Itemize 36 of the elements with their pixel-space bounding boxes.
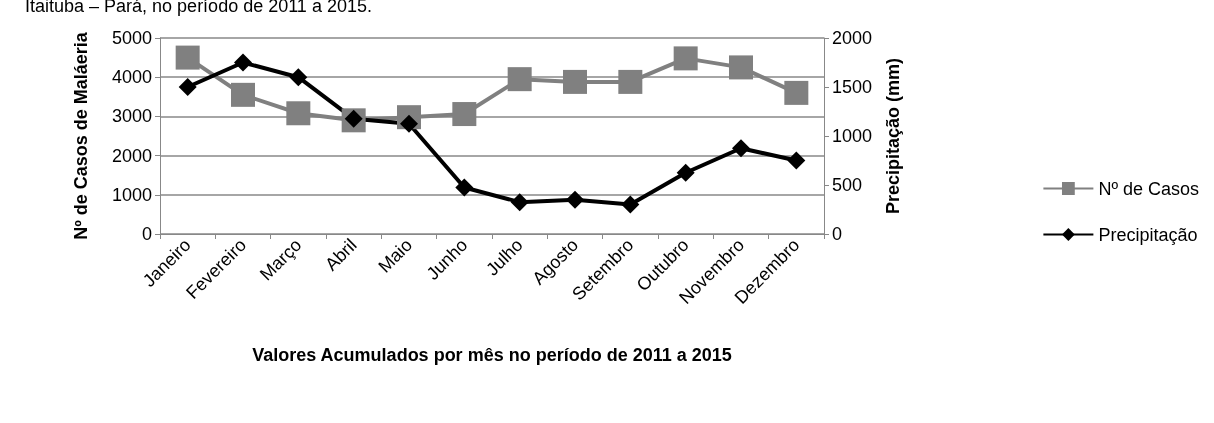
point — [455, 178, 474, 197]
legend-label: Precipitação — [1098, 224, 1198, 245]
point — [732, 139, 750, 158]
point — [452, 102, 477, 127]
y-tick-label: 0 — [141, 224, 152, 244]
point — [566, 190, 584, 209]
y2-tick-label: 500 — [832, 175, 863, 195]
y2-tick-label: 1500 — [832, 77, 873, 97]
point — [178, 78, 197, 96]
point — [175, 45, 200, 70]
point — [618, 69, 643, 94]
point — [621, 195, 640, 214]
y2-tick-label: 2000 — [832, 28, 873, 48]
point — [563, 69, 587, 94]
point — [729, 55, 753, 80]
y-tick-label: 2000 — [111, 145, 152, 166]
point — [507, 67, 532, 92]
point — [784, 80, 809, 105]
legend-label: Nº de Casos — [1098, 178, 1200, 199]
y2-tick-label: 0 — [832, 224, 843, 244]
y-axis-title: Nº de Casos de Maláeria — [71, 31, 91, 240]
point — [676, 163, 695, 182]
x-axis-title: Valores Acumulados por mês no período de 2011 a 2015 — [252, 345, 732, 365]
y-tick-label: 1000 — [111, 184, 152, 205]
point — [510, 193, 529, 212]
y-tick-label: 3000 — [111, 106, 152, 127]
point — [289, 68, 308, 87]
point — [787, 151, 806, 170]
point — [286, 101, 311, 126]
y2-tick-label: 1000 — [832, 126, 873, 146]
y-tick-label: 5000 — [111, 28, 152, 48]
point — [673, 46, 698, 71]
y2-axis-title: Precipitação (mm) — [883, 57, 903, 215]
point — [234, 53, 252, 72]
point — [231, 82, 255, 107]
y-tick-label: 4000 — [111, 67, 152, 88]
